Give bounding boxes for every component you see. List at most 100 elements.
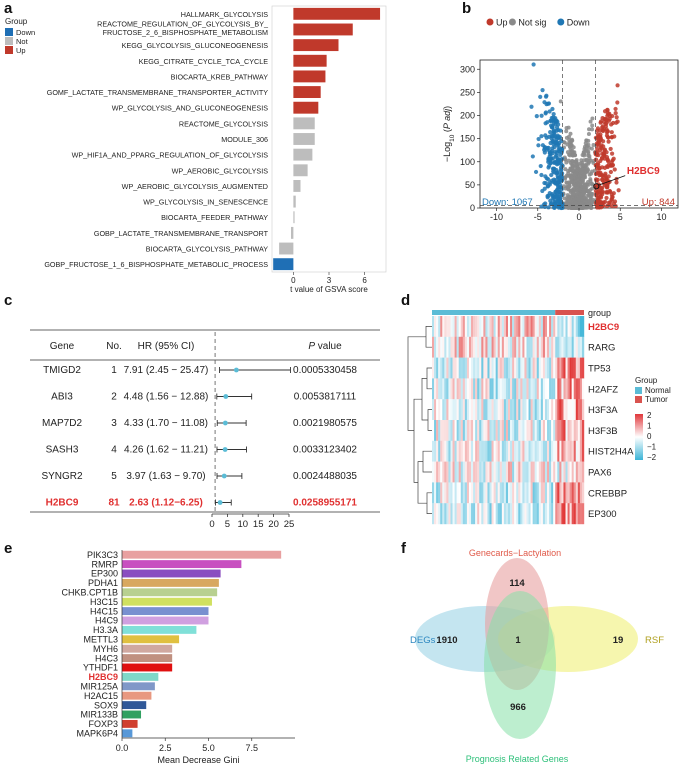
point-not-sig [565,197,570,202]
heatmap-cell [508,503,511,525]
heatmap-cell [559,336,562,358]
heatmap-cell [487,482,490,504]
up-count-label: Up: 844 [642,197,675,208]
heatmap-cell [579,482,583,504]
point-up [610,194,615,200]
row-no: 2 [111,392,117,403]
heatmap-cell [512,357,515,379]
heatmap-cell [577,461,581,483]
heatmap-cell [448,357,451,379]
heatmap-cell [481,399,484,421]
heatmap-cell [524,420,527,441]
heatmap-cell [520,503,523,525]
heatmap-cell [460,503,464,525]
heatmap-cell [485,482,488,504]
hr-point [223,394,229,399]
heatmap-cell [444,378,447,400]
heatmap-cell [475,399,478,421]
heatmap-cell [473,440,476,462]
heatmap-cell [561,482,564,504]
bar-myh6 [122,644,173,653]
heatmap-cell [567,336,570,358]
heatmap-cell [485,336,488,358]
heatmap-cell [468,378,472,400]
heatmap-cell [491,482,494,504]
heatmap-cell [563,399,566,421]
heatmap-cell [516,399,519,421]
heatmap-cell [528,503,531,525]
point-up [599,205,604,210]
heatmap-cell [473,399,476,421]
point-down [555,135,561,140]
heatmap-cell [444,399,447,421]
heatmap-cell [440,440,443,462]
heatmap-cell [471,399,474,421]
bar-2 [293,23,353,36]
category-label: H4C3 [95,653,118,663]
heatmap-cell [489,316,492,337]
heatmap-cell [530,399,533,421]
heatmap-cell [561,316,564,337]
heatmap-cell [446,399,449,421]
heatmap-cell [526,440,529,462]
heatmap-cell [575,316,579,337]
count-rsf: 19 [613,635,624,646]
heatmap-cell [567,420,570,441]
y-tick-label: 150 [460,134,475,144]
heatmap-cell [563,420,566,441]
heatmap-cell [497,357,500,379]
heatmap-cell [466,482,470,504]
heatmap-cell [561,503,564,525]
heatmap-cell [454,336,457,358]
heatmap-cell [540,461,544,483]
point-not-sig [558,99,563,104]
heatmap-cell [553,357,556,379]
point-down [546,101,552,106]
heatmap-cell [475,378,478,400]
heatmap-cell [581,503,585,525]
heatmap-cell [534,420,537,441]
heatmap-cell [446,336,449,358]
point-up [608,200,613,205]
legend-label: Not sig [518,18,546,28]
point-down [529,104,534,109]
heatmap-cell [471,503,474,525]
heatmap-cell [563,336,566,358]
heatmap-cell [475,336,478,358]
hr-point [222,447,228,452]
heatmap-cell [452,503,455,525]
heatmap-cell [551,316,554,337]
heatmap-cell [491,420,494,441]
point-down [544,93,549,98]
heatmap-cell [487,440,490,462]
heatmap-cell [532,336,535,358]
heatmap-cell [479,503,482,525]
heatmap-cell [538,399,542,421]
heatmap-cell [454,482,457,504]
heatmap-cell [477,399,480,421]
bar-sox9 [122,701,147,710]
point-not-sig [577,195,582,200]
heatmap-cell [440,420,443,441]
y-tick-label: 300 [460,64,475,74]
heatmap-cell [436,503,439,525]
panel-label-d: d [401,292,411,309]
point-not-sig [564,129,569,134]
hr-point [233,367,239,373]
heatmap-cell [522,357,525,379]
legend-label: Tumor [645,395,668,404]
point-down [543,133,548,138]
heatmap-cell [559,482,562,504]
heatmap-cell [501,336,505,358]
heatmap-cell [563,316,566,337]
heatmap-cell [522,482,525,504]
heatmap-cell [508,440,511,462]
heatmap-cell [434,399,437,421]
heatmap-cell [489,440,492,462]
heatmap-cell [436,336,439,358]
category-label: PDHA1 [88,578,118,588]
heatmap-cell [454,357,457,379]
heatmap-cell [547,316,550,337]
x-axis-label: Mean Decrease Gini [157,755,239,765]
heatmap-cell [518,461,521,483]
